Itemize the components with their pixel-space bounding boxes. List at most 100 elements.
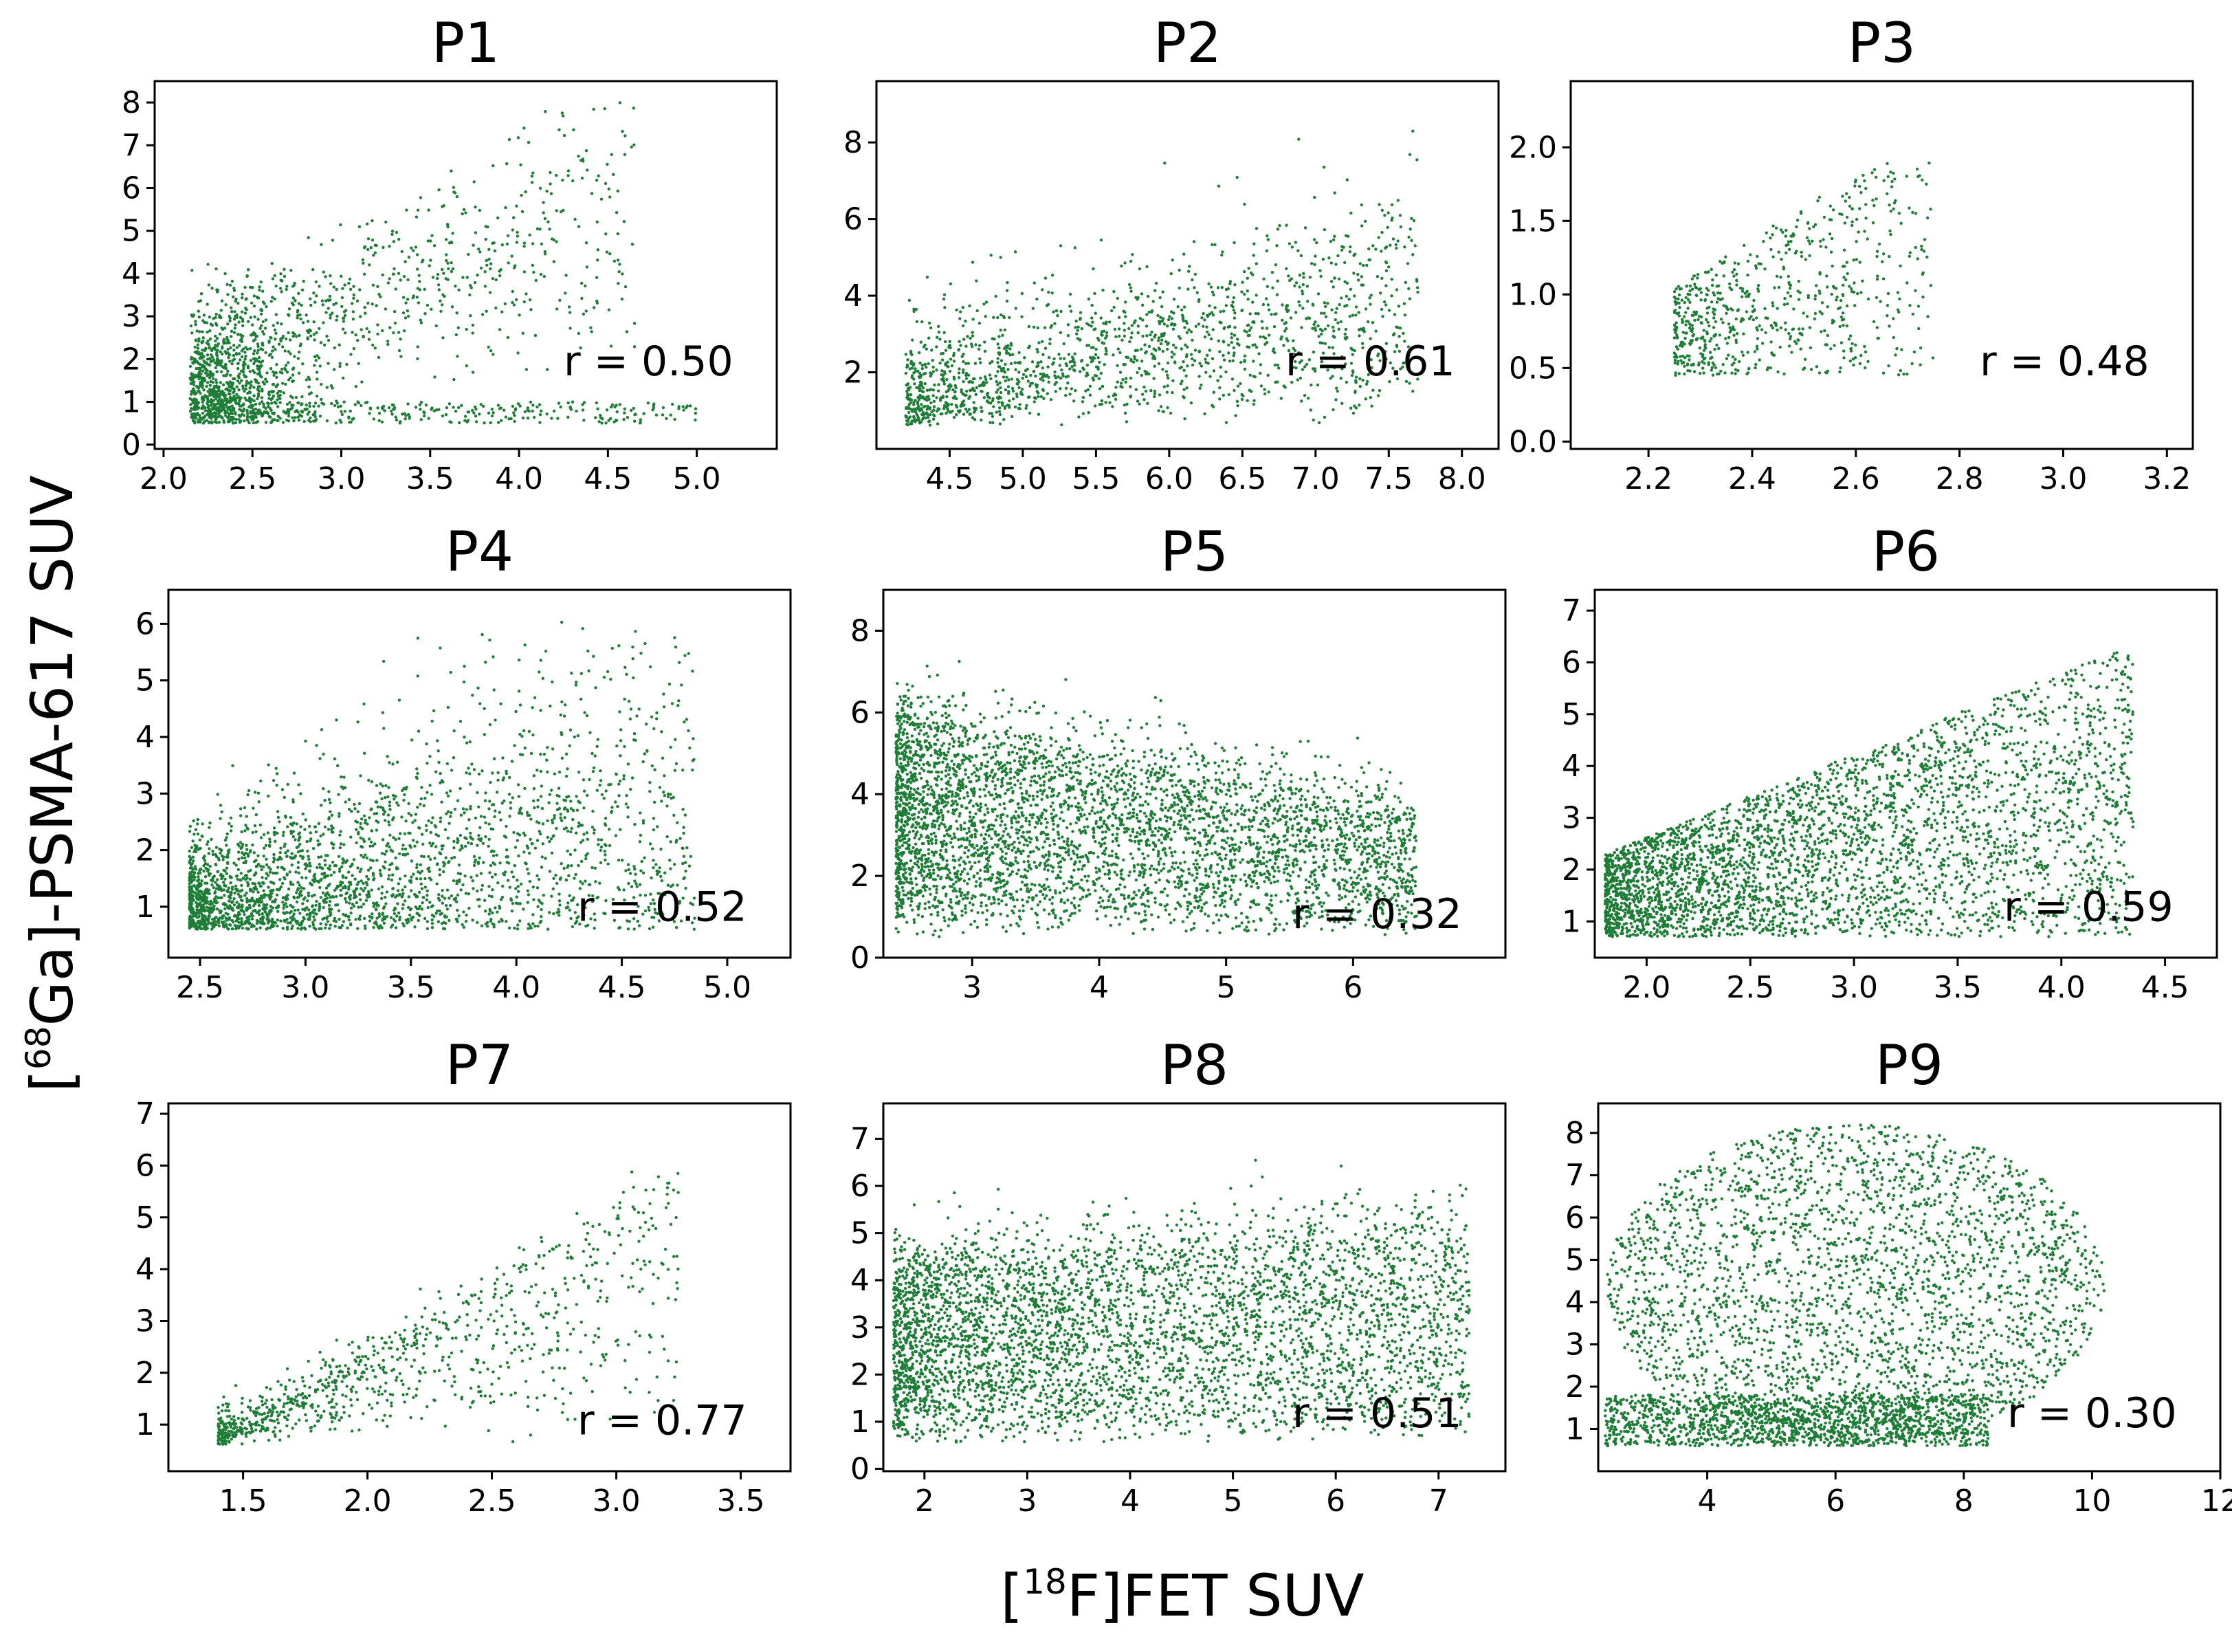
scatter-point <box>1046 366 1049 368</box>
scatter-point <box>1876 326 1879 329</box>
scatter-point <box>1323 228 1326 231</box>
scatter-point <box>1760 328 1763 331</box>
scatter-point <box>1864 203 1867 206</box>
scatter-point <box>1706 321 1709 324</box>
scatter-point <box>1415 158 1418 161</box>
scatter-point <box>1696 276 1699 279</box>
scatter-point <box>515 205 518 208</box>
scatter-point <box>316 395 318 397</box>
scatter-point <box>1247 298 1250 300</box>
scatter-point <box>1899 265 1901 267</box>
scatter-point <box>313 320 316 323</box>
scatter-point <box>1263 343 1266 346</box>
scatter-point <box>1749 253 1752 256</box>
scatter-point <box>417 345 419 348</box>
scatter-point <box>1839 366 1842 369</box>
scatter-point <box>485 264 488 267</box>
scatter-point <box>246 412 249 415</box>
scatter-point <box>1010 344 1013 346</box>
scatter-point <box>1322 258 1325 261</box>
scatter-point <box>1806 236 1809 239</box>
scatter-point <box>979 377 982 379</box>
scatter-point <box>1065 387 1068 390</box>
scatter-point <box>206 321 208 324</box>
scatter-point <box>1244 368 1246 371</box>
scatter-point <box>1087 298 1090 300</box>
scatter-point <box>1069 293 1072 296</box>
scatter-point <box>1008 316 1010 319</box>
scatter-point <box>441 294 444 296</box>
scatter-point <box>238 352 241 355</box>
scatter-point <box>943 306 946 309</box>
scatter-point <box>1326 302 1329 305</box>
scatter-point <box>445 791 448 794</box>
scatter-point <box>1190 353 1193 355</box>
scatter-point <box>1756 348 1758 351</box>
scatter-point <box>206 302 209 305</box>
scatter-point <box>388 327 391 329</box>
scatter-point <box>1116 381 1119 384</box>
scatter-point <box>1826 343 1828 346</box>
scatter-point <box>420 418 423 421</box>
scatter-point <box>446 262 449 265</box>
scatter-point <box>309 304 312 307</box>
scatter-point <box>404 819 407 822</box>
scatter-point <box>955 309 958 311</box>
scatter-point <box>223 421 225 423</box>
scatter-point <box>1864 217 1867 219</box>
scatter-point <box>567 169 570 172</box>
scatter-point <box>1044 276 1047 279</box>
scatter-point <box>1151 357 1154 360</box>
scatter-point <box>1100 316 1103 319</box>
scatter-point <box>1140 360 1143 362</box>
scatter-point <box>343 283 346 286</box>
scatter-point <box>1122 310 1125 313</box>
scatter-point <box>225 283 228 286</box>
scatter-point <box>1725 307 1728 309</box>
scatter-point <box>402 296 405 299</box>
scatter-point <box>192 819 195 822</box>
scatter-point <box>619 101 621 104</box>
scatter-point <box>1213 391 1215 394</box>
scatter-point <box>465 421 468 423</box>
scatter-point <box>1886 162 1888 165</box>
scatter-point <box>1213 306 1216 309</box>
scatter-point <box>407 413 410 416</box>
scatter-point <box>438 288 441 291</box>
scatter-point <box>483 421 485 424</box>
scatter-point <box>1129 286 1132 289</box>
scatter-point <box>912 408 915 410</box>
scatter-point <box>932 366 935 368</box>
scatter-point <box>597 248 599 251</box>
scatter-point <box>1890 186 1893 188</box>
scatter-point <box>344 877 347 879</box>
scatter-point <box>599 861 602 864</box>
scatter-point <box>1879 300 1881 302</box>
scatter-point <box>281 345 284 348</box>
scatter-point <box>384 796 386 799</box>
scatter-point <box>1693 319 1696 322</box>
scatter-point <box>276 918 279 921</box>
scatter-point <box>393 240 395 243</box>
scatter-point <box>905 353 907 355</box>
scatter-point <box>349 278 351 280</box>
scatter-point <box>1678 306 1681 309</box>
scatter-point <box>1267 390 1270 393</box>
scatter-point <box>491 164 494 167</box>
scatter-point <box>1911 211 1914 214</box>
scatter-point <box>377 356 380 359</box>
scatter-point <box>231 383 234 386</box>
scatter-point <box>1255 346 1258 349</box>
scatter-point <box>1709 351 1712 353</box>
scatter-point <box>230 335 232 338</box>
scatter-point <box>1300 326 1303 329</box>
scatter-point <box>213 389 216 392</box>
scatter-point <box>1053 322 1056 325</box>
scatter-point <box>933 384 936 386</box>
scatter-point <box>1788 283 1791 285</box>
scatter-point <box>1008 404 1010 407</box>
scatter-point <box>678 837 681 840</box>
scatter-point <box>1814 294 1817 297</box>
scatter-point <box>1678 294 1681 296</box>
scatter-point <box>1818 289 1821 292</box>
